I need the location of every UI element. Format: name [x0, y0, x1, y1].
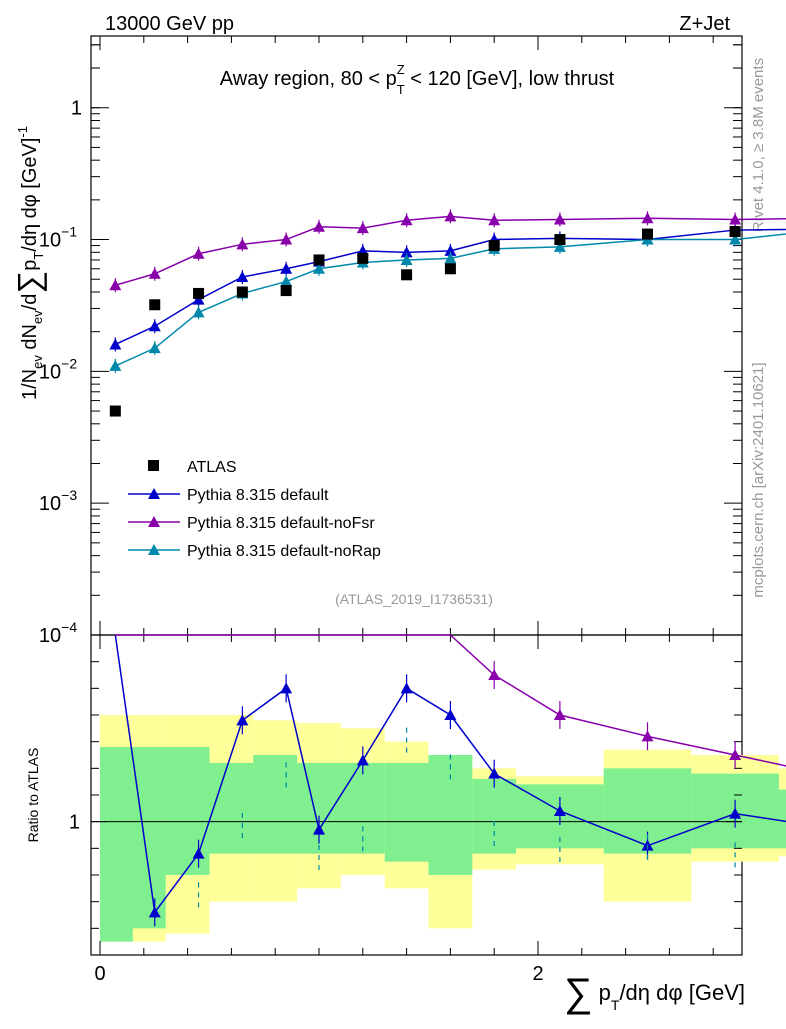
point-norap — [553, 240, 566, 252]
band-inner-bin — [209, 763, 254, 854]
ratio-point-default — [400, 682, 413, 694]
ratio-point-default — [192, 847, 205, 859]
atlas-point — [488, 240, 500, 252]
ratio-point-default — [356, 754, 369, 766]
band-inner-bin — [778, 789, 786, 849]
legend-nofsr-label: Pythia 8.315 default-noFsr — [187, 515, 375, 532]
ratio-point-default — [553, 805, 566, 816]
mcplots-label: mcplots.cern.ch [arXiv:2401.10621] — [750, 362, 767, 597]
atlas-point — [357, 252, 369, 264]
ratio-y-axis-title: Ratio to ATLAS — [25, 748, 41, 843]
atlas-point — [280, 285, 292, 297]
ratio-point-nofsr — [553, 709, 566, 720]
y-tick-label: 10−4 — [39, 619, 77, 647]
point-nofsr — [729, 213, 742, 225]
ratio-point-nofsr — [641, 730, 654, 742]
atlas-point — [149, 299, 161, 311]
atlas-point — [729, 226, 741, 238]
x-tick-label: 2 — [532, 963, 543, 985]
process-label: Z+Jet — [679, 13, 730, 35]
y-tick-label: 10−2 — [39, 355, 77, 383]
legend-default-marker — [148, 488, 160, 499]
point-default — [236, 270, 249, 282]
point-default — [192, 293, 205, 305]
y-tick-label: 1 — [71, 98, 82, 120]
point-norap — [444, 252, 457, 264]
point-norap — [729, 233, 742, 245]
band-inner-bin — [253, 755, 298, 854]
point-nofsr — [356, 222, 369, 234]
legend-nofsr-marker — [148, 516, 160, 527]
point-nofsr — [444, 210, 457, 222]
point-nofsr — [313, 220, 325, 232]
band-inner-bin — [428, 755, 473, 875]
analysis-watermark: (ATLAS_2019_I1736531) — [335, 591, 493, 607]
ratio-point-default — [236, 714, 249, 726]
y-tick-label: 10−3 — [39, 487, 77, 515]
point-norap — [109, 359, 122, 371]
band-inner-bin — [384, 763, 429, 862]
ratio-tick-label: 1 — [69, 812, 80, 834]
ratio-point-default — [280, 682, 293, 694]
legend-default-label: Pythia 8.315 default — [187, 487, 329, 504]
y-tick-label: 10−1 — [39, 224, 77, 252]
legend-norap-marker — [148, 544, 160, 555]
ratio-point-nofsr — [729, 749, 742, 760]
band-inner-bin — [100, 747, 133, 942]
point-default — [280, 262, 293, 274]
atlas-point — [313, 254, 325, 266]
atlas-point — [642, 228, 653, 240]
atlas-point — [554, 234, 566, 246]
atlas-point — [401, 269, 413, 281]
point-nofsr — [192, 247, 205, 259]
atlas-point — [444, 263, 456, 275]
point-default — [109, 338, 122, 350]
point-nofsr — [553, 213, 566, 225]
x-tick-label: 0 — [94, 963, 105, 985]
band-inner-bin — [132, 747, 166, 929]
data-series — [109, 209, 786, 927]
ratio-point-default — [313, 823, 325, 835]
point-nofsr — [400, 214, 413, 226]
point-norap — [313, 262, 325, 274]
point-nofsr — [641, 212, 654, 224]
rivet-info-label: Rivet 4.1.0, ≥ 3.8M events — [750, 58, 767, 232]
axis-ticks: 024110−110−210−310−41 — [39, 36, 742, 985]
legend-atlas-label: ATLAS — [187, 459, 237, 476]
point-norap — [400, 253, 413, 265]
point-nofsr — [109, 279, 122, 291]
atlas-point — [109, 405, 121, 417]
ratio-point-default — [729, 807, 742, 819]
point-default — [444, 244, 457, 256]
atlas-point — [193, 287, 205, 299]
band-inner-bin — [165, 747, 210, 875]
legend-atlas-marker — [148, 460, 159, 471]
ratio-point-default — [488, 767, 501, 779]
point-norap — [280, 275, 293, 287]
ratio-point-nofsr — [488, 669, 501, 680]
ratio-point-default — [444, 709, 457, 720]
point-nofsr — [148, 267, 161, 279]
point-norap — [192, 306, 205, 318]
point-nofsr — [280, 233, 293, 245]
point-default — [148, 320, 161, 332]
point-default — [400, 246, 413, 258]
legend-norap-label: Pythia 8.315 default-noRap — [187, 543, 381, 560]
collider-label: 13000 GeV pp — [105, 13, 234, 35]
legend: ATLAS Pythia 8.315 default Pythia 8.315 … — [128, 459, 381, 560]
point-nofsr — [488, 214, 501, 226]
point-norap — [148, 342, 161, 354]
ratio-point-default — [148, 906, 161, 918]
x-axis-title: ∑ pT/dη dφ [GeV] — [564, 971, 745, 1015]
point-nofsr — [236, 238, 249, 250]
atlas-point — [236, 286, 248, 298]
